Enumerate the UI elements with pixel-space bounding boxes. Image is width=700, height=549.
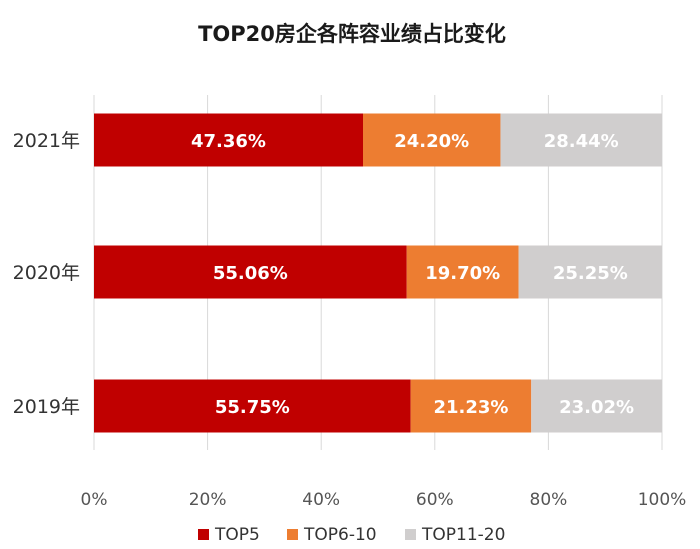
data-label-top6-10-0: 24.20%: [394, 131, 469, 152]
x-tick-label-3: 60%: [416, 490, 454, 510]
bar-top5-0: [94, 113, 364, 167]
data-label-top5-0: 47.36%: [191, 131, 266, 152]
legend-swatch-top11-20: [405, 529, 416, 540]
data-label-top11-20-2: 23.02%: [559, 397, 634, 418]
bar-top6-10-1: [406, 245, 519, 299]
data-label-top5-1: 55.06%: [213, 263, 288, 284]
data-label-top11-20-1: 25.25%: [553, 263, 628, 284]
bar-top6-10-0: [363, 113, 501, 167]
category-label-2: 2019年: [13, 396, 80, 418]
bar-top11-20-2: [531, 379, 662, 433]
x-tick-label-5: 100%: [638, 490, 687, 510]
bar-top11-20-1: [518, 245, 662, 299]
legend-label-top5: TOP5: [214, 525, 260, 545]
legend-label-top11-20: TOP11-20: [421, 525, 505, 545]
data-label-top6-10-2: 21.23%: [433, 397, 508, 418]
bar-top5-2: [94, 379, 411, 433]
legend-swatch-top5: [198, 529, 209, 540]
legend-swatch-top6-10: [287, 529, 298, 540]
bar-top5-1: [94, 245, 407, 299]
bar-top6-10-2: [410, 379, 532, 433]
bar-top11-20-0: [500, 113, 662, 167]
category-labels: 2021年 2020年 2019年: [13, 130, 80, 418]
x-tick-label-2: 40%: [302, 490, 340, 510]
category-label-1: 2020年: [13, 262, 80, 284]
bars: 47.36% 24.20% 28.44% 55.06% 19.70% 25.25% 55.7…: [94, 113, 662, 433]
x-tick-label-4: 80%: [530, 490, 568, 510]
data-label-top11-20-0: 28.44%: [544, 131, 619, 152]
data-label-top5-2: 55.75%: [215, 397, 290, 418]
data-label-top6-10-1: 19.70%: [425, 263, 500, 284]
x-tick-label-1: 20%: [189, 490, 227, 510]
legend-label-top6-10: TOP6-10: [303, 525, 377, 545]
chart-title: TOP20房企各阵容业绩占比变化: [198, 22, 506, 46]
x-tick-label-0: 0%: [81, 490, 108, 510]
legend: TOP5 TOP6-10 TOP11-20: [198, 525, 505, 545]
x-axis-ticks: 0% 20% 40% 60% 80% 100%: [81, 490, 687, 510]
category-label-0: 2021年: [13, 130, 80, 152]
